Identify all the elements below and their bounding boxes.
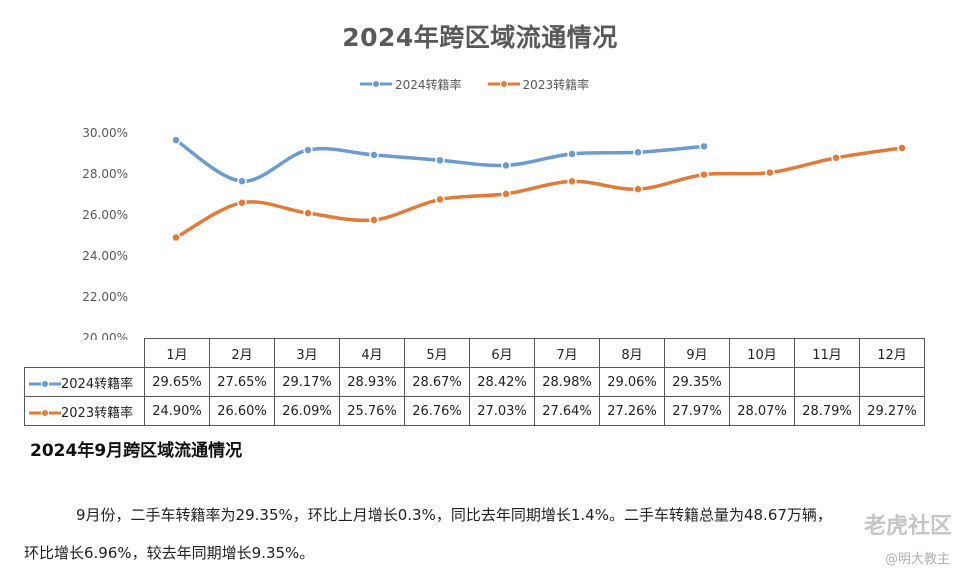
data-point-0 (435, 155, 445, 166)
category-label: 11月 (794, 338, 860, 368)
category-label: 8月 (599, 338, 665, 368)
row-key-2024 (29, 379, 61, 389)
data-label: 28.98% (534, 367, 600, 397)
data-label: 27.26% (599, 396, 665, 426)
data-point-1 (567, 176, 577, 187)
y-tick-label: 22.00% (82, 290, 128, 304)
watermark-brand: 老虎社区 (863, 514, 952, 539)
chart-title: 2024年跨区域流通情况 (342, 23, 618, 52)
data-point-0 (633, 147, 643, 158)
legend-item-2023: 2023转籍率 (487, 76, 590, 93)
data-label: 26.60% (209, 396, 275, 426)
series-lines (171, 135, 907, 243)
data-label: 28.93% (339, 367, 405, 397)
data-label: 26.76% (404, 396, 470, 426)
data-point-1 (633, 184, 643, 194)
data-point-0 (171, 135, 181, 145)
table-corner (24, 338, 145, 368)
data-label: 27.65% (209, 367, 275, 397)
category-label: 9月 (664, 338, 730, 368)
category-label: 1月 (144, 338, 210, 368)
data-label (794, 367, 860, 397)
data-label (859, 367, 925, 397)
line-chart: 30.00% 28.00% 26.00% 24.00% 22.00% 20.00% (82, 126, 907, 340)
data-label: 26.09% (274, 396, 340, 426)
legend-swatch-2023 (487, 78, 520, 90)
data-label: 28.07% (729, 396, 795, 426)
chart-legend: 2024转籍率 2023转籍率 (360, 74, 589, 94)
data-point-0 (369, 150, 379, 160)
category-label: 2月 (209, 338, 275, 368)
category-label: 10月 (729, 338, 795, 368)
data-label: 27.03% (469, 396, 535, 426)
category-label: 3月 (274, 338, 340, 368)
y-tick-label: 24.00% (82, 249, 128, 263)
legend-swatch-2024 (360, 78, 392, 90)
data-point-1 (171, 232, 181, 243)
y-axis: 30.00% 28.00% 26.00% 24.00% 22.00% 20.00% (82, 126, 128, 340)
data-label (729, 367, 795, 397)
data-label: 29.06% (599, 367, 665, 397)
data-point-0 (237, 176, 247, 186)
row-label-2024: 2024转籍率 (61, 376, 134, 392)
category-label: 5月 (404, 338, 470, 368)
row-label-2023: 2023转籍率 (61, 405, 134, 421)
data-label: 27.64% (534, 396, 600, 426)
legend-item-2024: 2024转籍率 (360, 76, 462, 93)
data-table: 1月 2月 3月 4月 5月 6月 7月 8月 9月 10月 11月 12月 2024转籍率 29.6… (24, 338, 925, 426)
data-point-0 (567, 149, 577, 159)
y-tick-label: 20.00% (82, 331, 128, 340)
data-point-1 (435, 194, 445, 205)
row-head-2024: 2024转籍率 (24, 367, 145, 397)
y-tick-label: 26.00% (82, 208, 128, 222)
data-point-1 (699, 169, 709, 180)
legend-label-2023: 2023转籍率 (522, 77, 590, 92)
row-head-2023: 2023转籍率 (24, 396, 145, 426)
data-label: 27.97% (664, 396, 730, 426)
data-point-1 (237, 197, 247, 208)
data-point-0 (699, 141, 709, 152)
data-label: 29.27% (859, 396, 925, 426)
watermark-author: @明大教主 (884, 552, 950, 567)
paragraph-line-1: 9月份，二手车转籍率为29.35%，环比上月增长0.3%，同比去年同期增长1.4… (76, 506, 832, 524)
table-row-2023: 2023转籍率 24.90% 26.60% 26.09% 25.76% 26.76% 27… (24, 396, 925, 426)
category-label: 6月 (469, 338, 535, 368)
y-tick-label: 30.00% (82, 126, 128, 140)
data-point-1 (369, 215, 379, 225)
data-point-0 (501, 160, 511, 171)
data-point-1 (501, 189, 511, 199)
category-label: 4月 (339, 338, 405, 368)
data-label: 29.65% (144, 367, 210, 397)
section-heading: 2024年9月跨区域流通情况 (30, 441, 243, 461)
data-point-1 (897, 143, 907, 153)
table-header-row: 1月 2月 3月 4月 5月 6月 7月 8月 9月 10月 11月 12月 (24, 338, 925, 368)
legend-label-2024: 2024转籍率 (395, 77, 462, 92)
category-label: 7月 (534, 338, 600, 368)
data-label: 28.79% (794, 396, 860, 426)
y-tick-label: 28.00% (82, 167, 128, 181)
category-label: 12月 (859, 338, 925, 368)
data-point-1 (831, 153, 841, 163)
data-label: 24.90% (144, 396, 210, 426)
data-label: 28.42% (469, 367, 535, 397)
data-label: 29.17% (274, 367, 340, 397)
paragraph-line-2: 环比增长6.96%，较去年同期增长9.35%。 (24, 544, 315, 562)
data-label: 28.67% (404, 367, 470, 397)
data-label: 29.35% (664, 367, 730, 397)
series-line-1 (175, 146, 903, 240)
data-point-1 (303, 208, 313, 218)
table-row-2024: 2024转籍率 29.65% 27.65% 29.17% 28.93% 28.67% 28… (24, 367, 925, 397)
data-label: 25.76% (339, 396, 405, 426)
row-key-2023 (29, 408, 61, 418)
data-point-1 (765, 167, 775, 178)
data-point-0 (303, 145, 313, 155)
